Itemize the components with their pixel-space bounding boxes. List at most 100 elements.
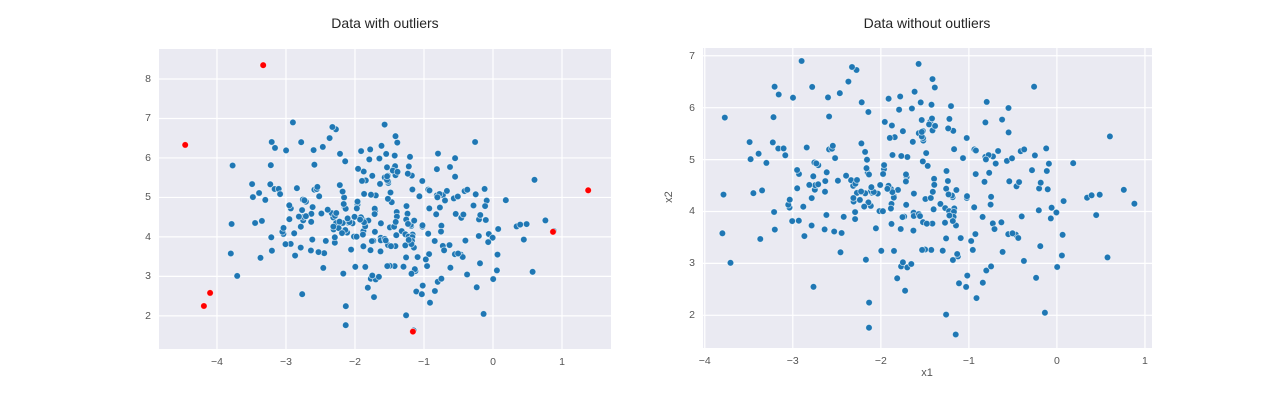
y-tick-label: 8 [145, 73, 151, 85]
data-point [986, 200, 995, 209]
data-point [433, 165, 441, 173]
data-point [983, 98, 991, 106]
data-point [938, 246, 947, 255]
data-point [425, 204, 433, 213]
data-point [383, 172, 391, 180]
data-point [251, 219, 259, 227]
data-point [1045, 159, 1053, 168]
data-point [418, 290, 426, 298]
data-point [1130, 199, 1139, 208]
data-point [963, 192, 971, 200]
data-point [901, 286, 909, 295]
data-point [338, 229, 346, 237]
x-tick-label: −2 [874, 355, 887, 367]
data-point [876, 181, 884, 189]
x-tick-label: 1 [1142, 355, 1148, 367]
data-point [950, 145, 958, 153]
data-point [481, 202, 489, 210]
data-point [746, 155, 755, 163]
data-point [808, 83, 816, 91]
data-point [872, 224, 880, 232]
data-point [1047, 214, 1055, 223]
data-point [902, 170, 910, 179]
data-point [758, 186, 766, 195]
data-point [807, 221, 816, 230]
data-point [864, 108, 873, 116]
data-point [267, 138, 276, 146]
data-point [888, 151, 897, 159]
data-point [307, 246, 315, 255]
data-point [227, 249, 235, 258]
data-point [1031, 151, 1039, 160]
data-point [987, 193, 995, 201]
data-point [291, 251, 299, 260]
data-point [341, 321, 350, 329]
data-point [408, 185, 417, 194]
data-point [1018, 212, 1026, 221]
data-point [399, 262, 408, 271]
data-point [473, 283, 481, 291]
data-point [770, 208, 778, 216]
data-point [927, 101, 936, 109]
data-point [353, 197, 362, 206]
data-point [785, 195, 794, 204]
data-point [383, 262, 391, 270]
data-point [756, 235, 764, 243]
data-point [1047, 203, 1056, 212]
data-point [927, 194, 935, 202]
data-point [360, 190, 368, 198]
x-tick-label: −1 [417, 356, 430, 368]
data-point [769, 138, 777, 147]
data-point [821, 177, 829, 185]
data-point [342, 302, 350, 310]
data-point [339, 200, 348, 208]
data-point [390, 151, 399, 160]
data-point [258, 217, 266, 225]
data-point [867, 183, 876, 191]
y-tick-label: 6 [145, 151, 151, 164]
y-tick-label: 4 [689, 205, 695, 218]
data-point [317, 209, 326, 218]
data-point [962, 283, 970, 291]
data-point [1096, 190, 1104, 199]
data-point [377, 142, 386, 150]
data-point [393, 168, 402, 176]
data-point [361, 263, 369, 271]
data-point [942, 234, 950, 243]
data-point [402, 311, 410, 319]
data-point [402, 253, 410, 262]
data-point [437, 227, 445, 236]
data-point [445, 241, 454, 249]
data-point [1044, 185, 1052, 193]
data-point [359, 242, 368, 250]
data-point [404, 220, 412, 228]
data-point [446, 163, 454, 171]
data-point [422, 255, 430, 264]
data-point [848, 63, 856, 71]
data-point [918, 128, 926, 136]
data-point [923, 162, 932, 170]
data-point [271, 144, 279, 152]
data-point [805, 181, 813, 189]
data-point [406, 153, 414, 161]
data-point [541, 216, 550, 225]
data-point [300, 196, 309, 204]
data-point [898, 213, 907, 221]
data-point [454, 249, 462, 258]
data-point [285, 201, 293, 209]
data-point [910, 189, 918, 198]
data-point [1103, 253, 1112, 262]
data-point [1106, 132, 1114, 141]
data-point [902, 177, 910, 186]
data-point [895, 106, 903, 114]
data-point [248, 180, 256, 188]
data-point [494, 225, 502, 233]
data-point [322, 237, 330, 245]
data-point [488, 233, 497, 242]
data-point [293, 184, 301, 192]
data-point [368, 172, 376, 180]
data-point [861, 148, 869, 156]
data-point [865, 324, 873, 332]
y-tick-label: 7 [689, 49, 695, 62]
data-point [432, 210, 440, 218]
